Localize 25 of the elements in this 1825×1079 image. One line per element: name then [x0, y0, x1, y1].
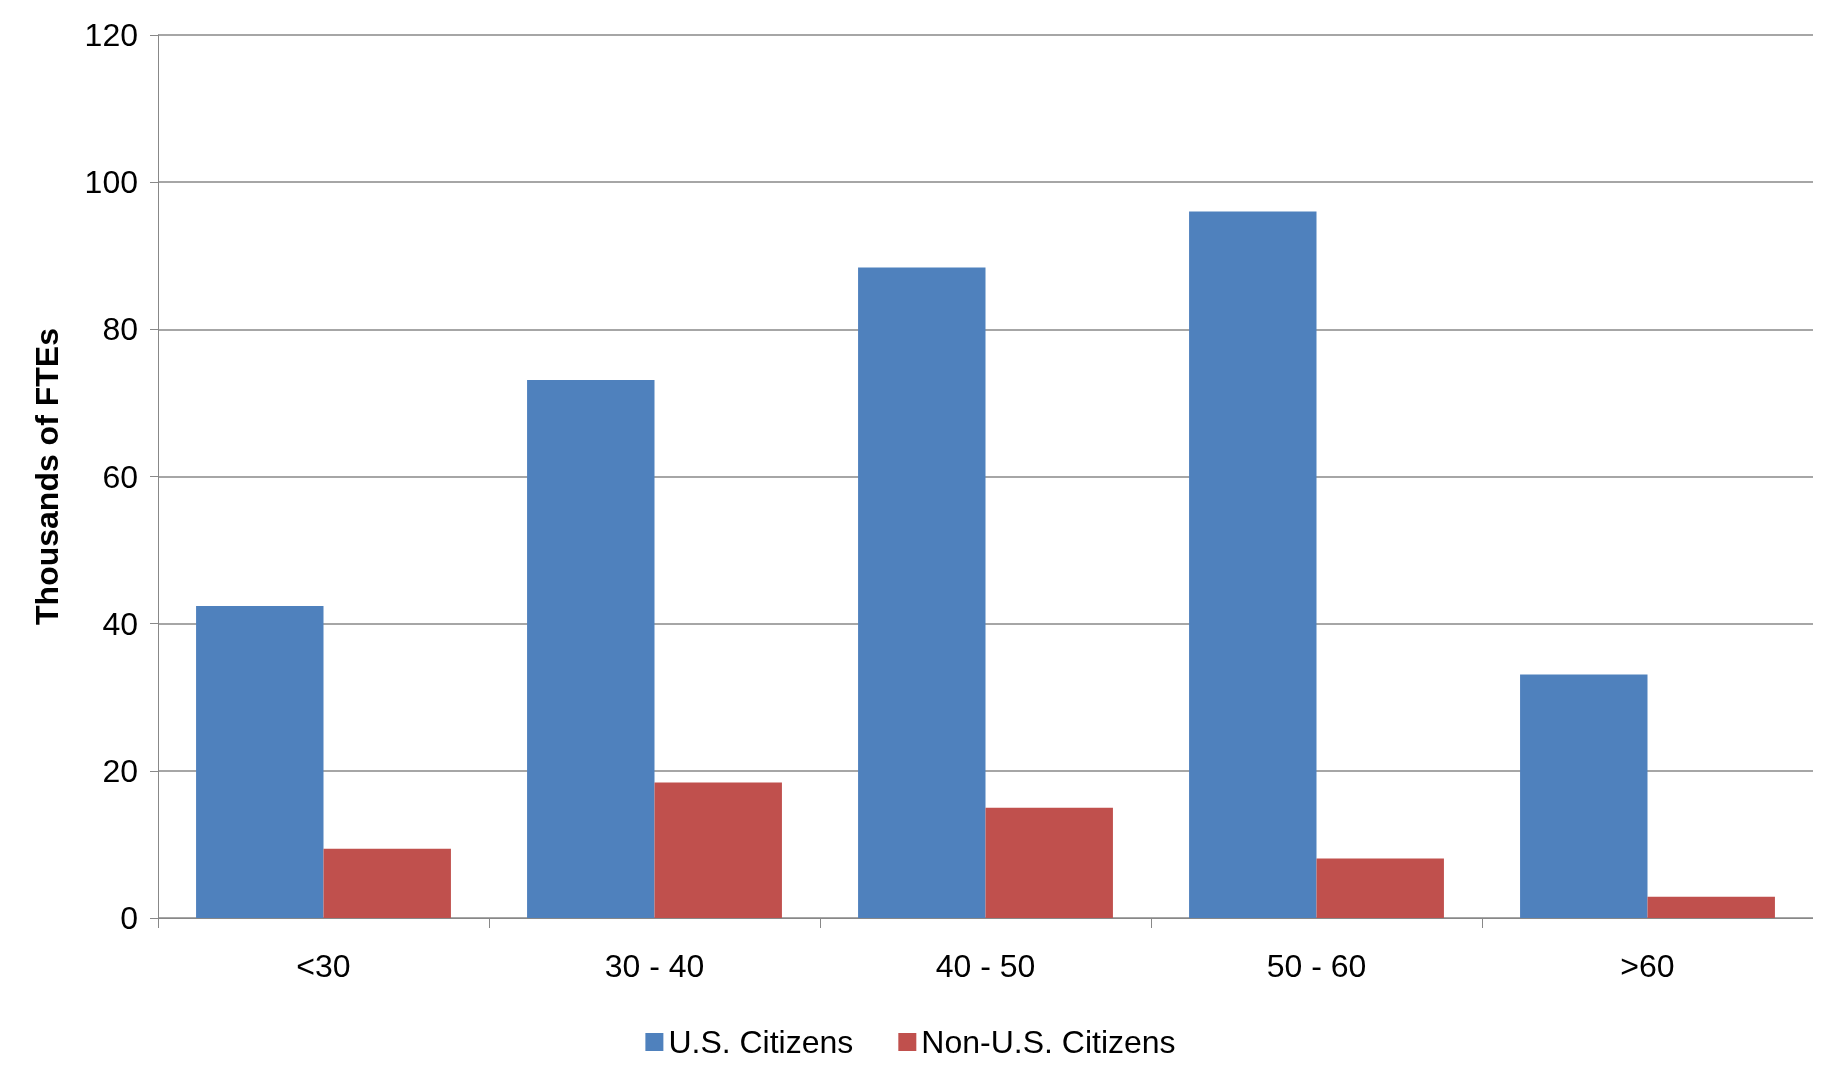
- bar: [1647, 896, 1775, 918]
- y-tick-label: 20: [102, 752, 138, 789]
- x-tick-label: 50 - 60: [1266, 948, 1367, 984]
- y-tick-label: 0: [120, 900, 138, 936]
- x-tick-label: >60: [1620, 948, 1675, 984]
- bar: [323, 848, 451, 918]
- x-tick-label: 30 - 40: [604, 948, 705, 984]
- x-tick-label: <30: [296, 948, 351, 984]
- y-axis-title: Thousands of FTEs: [29, 328, 65, 625]
- y-tick-label: 40: [102, 605, 138, 642]
- x-tick-label: 40 - 50: [935, 948, 1036, 984]
- y-tick-label: 120: [84, 17, 138, 53]
- legend-label: U.S. Citizens: [668, 1024, 854, 1060]
- bar: [858, 267, 986, 918]
- bar: [196, 606, 324, 918]
- legend-label: Non-U.S. Citizens: [921, 1024, 1176, 1060]
- y-tick-label: 60: [102, 458, 138, 495]
- bar: [985, 807, 1113, 918]
- bar: [654, 782, 782, 918]
- y-tick-label: 80: [102, 311, 138, 348]
- bar: [527, 380, 655, 918]
- bar: [1189, 211, 1317, 918]
- bar: [1520, 674, 1648, 918]
- bar: [1316, 858, 1444, 918]
- y-tick-label: 100: [84, 164, 138, 201]
